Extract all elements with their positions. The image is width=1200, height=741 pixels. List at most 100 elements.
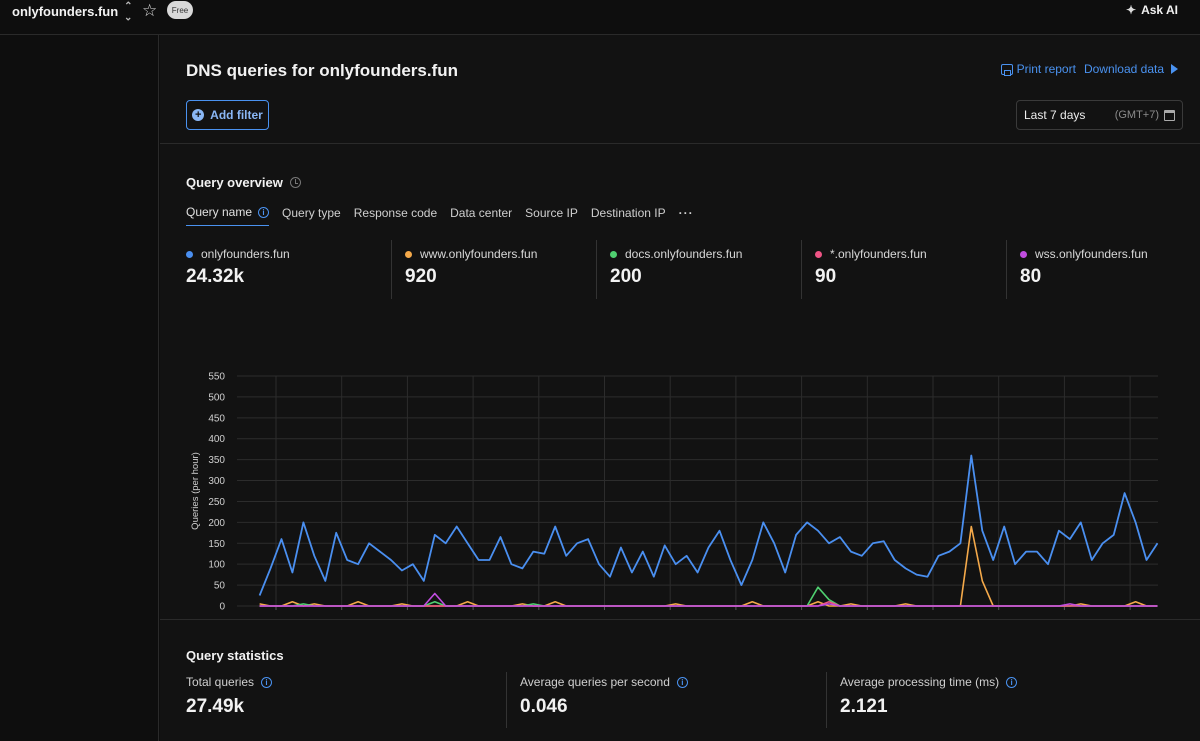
tab-data-center[interactable]: Data center: [450, 205, 512, 226]
series-dot: [186, 250, 193, 258]
main-content: DNS queries for onlyfounders.fun Print r…: [160, 35, 1200, 741]
stat-avg-qps: Average queries per second i 0.046: [506, 672, 826, 728]
info-icon[interactable]: i: [1006, 676, 1018, 688]
page-title: DNS queries for onlyfounders.fun: [186, 61, 459, 80]
date-range-select[interactable]: Last 7 days (GMT+7): [1016, 100, 1183, 130]
stat-label: Average queries per second: [520, 675, 670, 689]
series-name: onlyfounders.fun: [201, 247, 290, 261]
y-tick-label: 150: [208, 539, 225, 550]
stat-value: 27.49k: [186, 696, 245, 717]
series-name: docs.onlyfounders.fun: [625, 247, 743, 261]
chevron-up-down-icon: ⌃ ⌃: [124, 1, 133, 22]
stat-value: 0.046: [520, 696, 568, 717]
add-filter-label: Add filter: [210, 108, 263, 122]
plus-circle-icon: +: [192, 109, 205, 121]
series-line-2: [259, 525, 1158, 607]
tab-source-ip[interactable]: Source IP: [525, 205, 578, 226]
star-icon[interactable]: ☆: [142, 1, 158, 20]
tab-response-code[interactable]: Response code: [354, 205, 437, 226]
sparkle-icon: ✦: [1126, 3, 1137, 17]
info-icon[interactable]: i: [676, 676, 688, 688]
tab-label: Response code: [353, 205, 438, 220]
tab-label: Source IP: [525, 205, 578, 220]
info-icon[interactable]: i: [261, 676, 273, 688]
stat-avg-processing-time: Average processing time (ms) i 2.121: [826, 672, 1146, 728]
stat-total-queries: Total queries i 27.49k: [186, 672, 506, 728]
sidebar: [0, 35, 159, 741]
stat-label: Total queries: [186, 675, 255, 689]
top-bar: onlyfounders.fun ⌃ ⌃ ☆ Free ✦ Ask AI: [0, 0, 1200, 35]
printer-icon: [1000, 63, 1013, 76]
tab-query-name[interactable]: Query name i: [186, 205, 270, 226]
y-tick-label: 0: [219, 602, 225, 613]
queries-line-chart[interactable]: 050100150200250300350400450500550Feb12:0…: [160, 325, 1200, 637]
ask-ai-label: Ask AI: [1141, 3, 1178, 17]
legend-item[interactable]: *.onlyfounders.fun 90: [801, 240, 1006, 299]
clock-icon: [289, 177, 301, 188]
tab-label: Destination IP: [590, 205, 666, 220]
series-name: www.onlyfounders.fun: [420, 247, 538, 261]
print-report-label: Print report: [1016, 62, 1076, 76]
series-line-1: [258, 454, 1159, 596]
tab-query-type[interactable]: Query type: [282, 205, 341, 226]
y-axis-label: Queries (per hour): [190, 452, 201, 530]
caret-right-icon: [1171, 64, 1178, 74]
series-line-3: [259, 586, 1158, 607]
y-tick-label: 200: [208, 518, 225, 529]
y-tick-label: 50: [214, 581, 226, 592]
y-tick-label: 550: [208, 372, 225, 383]
legend-item[interactable]: wss.onlyfounders.fun 80: [1006, 240, 1200, 299]
overview-tabs: Query name i Query type Response code Da…: [186, 205, 694, 226]
date-range-value: Last 7 days: [1024, 108, 1086, 122]
ask-ai-button[interactable]: ✦ Ask AI: [1126, 3, 1178, 17]
timezone-label: (GMT+7): [1114, 109, 1159, 121]
query-statistics: Total queries i 27.49k Average queries pe…: [186, 672, 1146, 728]
series-dot: [610, 250, 617, 258]
series-total: 200: [610, 266, 642, 287]
series-line-5: [259, 592, 1158, 607]
query-overview-label: Query overview: [186, 175, 283, 190]
header-actions: Print report Download data: [1000, 62, 1178, 76]
series-total: 24.32k: [186, 266, 245, 287]
stat-label: Average processing time (ms): [840, 675, 1000, 689]
more-tabs-icon[interactable]: ···: [678, 205, 694, 220]
series-dot: [1020, 250, 1027, 258]
stat-value: 2.121: [840, 696, 888, 717]
y-tick-label: 450: [208, 413, 225, 424]
y-tick-label: 250: [208, 497, 225, 508]
series-total: 90: [815, 266, 837, 287]
query-overview-title: Query overview: [186, 175, 301, 190]
divider: [160, 619, 1200, 620]
y-tick-label: 300: [208, 476, 225, 487]
tab-destination-ip[interactable]: Destination IP: [591, 205, 666, 226]
y-tick-label: 100: [208, 560, 225, 571]
tab-label: Query name: [186, 205, 253, 219]
site-name: onlyfounders.fun: [12, 3, 119, 19]
y-tick-label: 500: [208, 392, 225, 403]
add-filter-button[interactable]: + Add filter: [186, 100, 269, 130]
series-total: 80: [1020, 266, 1042, 287]
download-data-label: Download data: [1083, 62, 1164, 76]
series-legend: onlyfounders.fun 24.32k www.onlyfounders…: [186, 240, 1200, 299]
series-dot: [405, 250, 412, 258]
series-total: 920: [405, 266, 437, 287]
series-dot: [815, 250, 822, 258]
legend-item[interactable]: onlyfounders.fun 24.32k: [186, 240, 391, 299]
legend-item[interactable]: www.onlyfounders.fun 920: [391, 240, 596, 299]
plan-badge: Free: [167, 1, 193, 19]
query-statistics-title: Query statistics: [186, 648, 284, 663]
tab-label: Query type: [282, 205, 341, 220]
y-tick-label: 400: [208, 434, 225, 445]
queries-chart: 050100150200250300350400450500550Feb12:0…: [160, 325, 1200, 637]
y-tick-label: 350: [208, 455, 225, 466]
series-name: *.onlyfounders.fun: [830, 247, 927, 261]
calendar-icon: [1164, 109, 1175, 121]
legend-item[interactable]: docs.onlyfounders.fun 200: [596, 240, 801, 299]
print-report-link[interactable]: Print report: [1000, 62, 1076, 76]
site-switcher[interactable]: onlyfounders.fun ⌃ ⌃: [12, 1, 133, 22]
download-data-link[interactable]: Download data: [1084, 62, 1178, 76]
info-icon[interactable]: i: [258, 206, 270, 218]
tab-label: Data center: [450, 205, 513, 220]
divider: [160, 143, 1200, 144]
series-name: wss.onlyfounders.fun: [1035, 247, 1148, 261]
